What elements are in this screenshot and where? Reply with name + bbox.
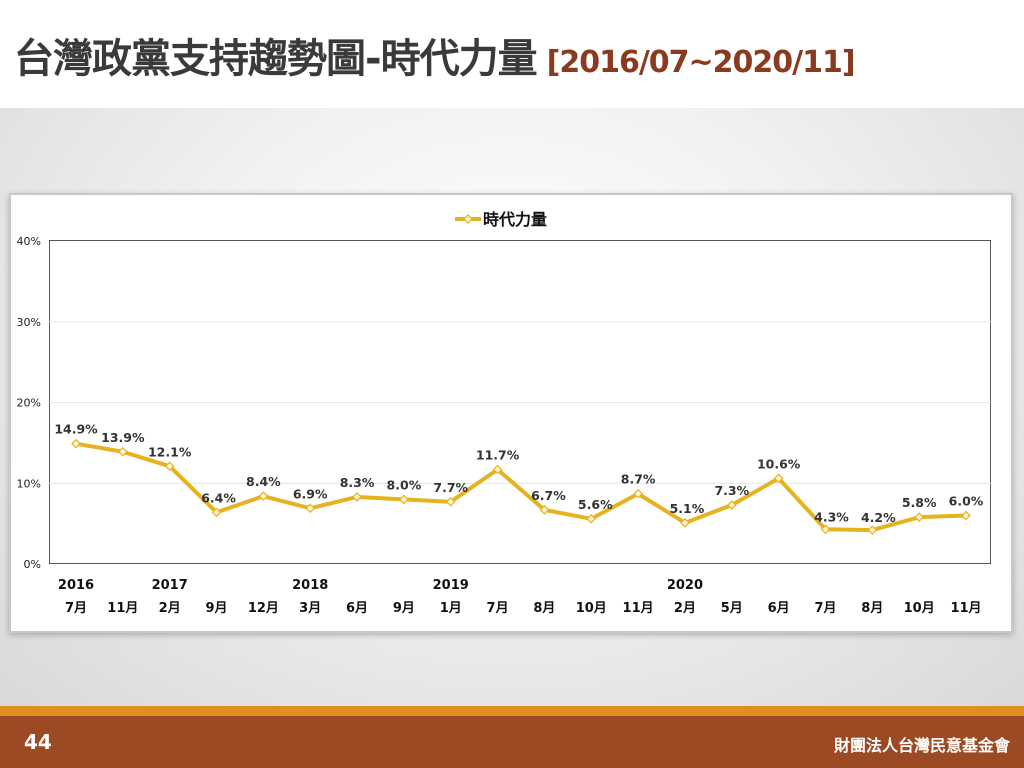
x-month-label: 3月 [299, 601, 321, 616]
data-point [211, 507, 222, 518]
data-point [633, 488, 643, 499]
x-month-label: 1月 [440, 601, 462, 616]
data-label: 8.3% [340, 475, 375, 490]
x-month-label: 12月 [248, 601, 279, 616]
data-label: 10.6% [757, 456, 801, 471]
x-month-label: 11月 [107, 601, 138, 616]
data-point [445, 496, 456, 507]
data-label: 5.1% [670, 501, 705, 516]
x-year-label: 2018 [292, 578, 328, 593]
page-title: 台灣政黨支持趨勢圖-時代力量 [2016/07~2020/11] [14, 26, 856, 84]
x-month-label: 10月 [904, 601, 935, 616]
x-month-label: 7月 [814, 601, 836, 616]
data-label: 13.9% [101, 430, 145, 445]
title-bar: 台灣政黨支持趨勢圖-時代力量 [2016/07~2020/11] [0, 0, 1024, 108]
data-point [117, 446, 128, 457]
data-point [399, 494, 409, 505]
x-month-label: 9月 [206, 601, 228, 616]
data-point [352, 492, 362, 502]
data-label: 5.6% [578, 497, 613, 512]
y-tick-label: 40% [17, 235, 41, 248]
x-month-label: 7月 [65, 601, 87, 616]
data-label: 4.3% [814, 509, 849, 524]
y-tick-label: 10% [17, 477, 41, 490]
x-month-label: 8月 [861, 601, 883, 616]
data-point [539, 505, 550, 515]
data-label: 8.7% [621, 472, 656, 487]
data-point [914, 512, 925, 523]
data-label: 7.7% [433, 480, 468, 495]
footer-bar: 44 財團法人台灣民意基金會 [0, 716, 1024, 768]
x-month-label: 9月 [393, 601, 415, 616]
data-point [820, 524, 831, 535]
data-point [773, 473, 784, 484]
x-year-label: 2017 [152, 578, 188, 593]
x-year-label: 2016 [58, 578, 94, 593]
y-tick-label: 30% [17, 316, 41, 329]
data-label: 8.4% [246, 474, 281, 489]
data-label: 14.9% [54, 422, 98, 437]
data-point [867, 525, 878, 535]
x-month-label: 2月 [674, 601, 696, 616]
series-line [75, 441, 967, 533]
data-point [305, 503, 316, 514]
organization-name: 財團法人台灣民意基金會 [833, 736, 1010, 755]
title-text: 台灣政黨支持趨勢圖-時代力量 [14, 36, 538, 82]
page-number: 44 [24, 730, 52, 754]
data-point [492, 464, 503, 475]
x-month-label: 6月 [346, 601, 368, 616]
data-point [71, 438, 81, 449]
x-year-label: 2019 [433, 578, 469, 593]
data-label: 11.7% [476, 448, 520, 463]
data-label: 4.2% [861, 510, 896, 525]
data-label: 8.0% [387, 477, 422, 492]
y-tick-label: 0% [24, 558, 41, 571]
data-point [258, 491, 269, 502]
legend-swatch-marker [463, 214, 473, 224]
data-label: 6.9% [293, 486, 328, 501]
data-label: 5.8% [902, 495, 937, 510]
data-label: 7.3% [714, 483, 749, 498]
footer-accent-strip [0, 706, 1024, 716]
data-point [680, 517, 690, 528]
data-label: 6.7% [531, 488, 566, 503]
data-label: 6.0% [949, 494, 984, 509]
title-date-range: [2016/07~2020/11] [546, 45, 856, 80]
chart-frame [9, 193, 1013, 633]
data-label: 6.4% [201, 490, 236, 505]
x-month-label: 10月 [576, 601, 607, 616]
x-year-label: 2020 [667, 578, 703, 593]
x-month-label: 8月 [533, 601, 555, 616]
data-label: 12.1% [148, 444, 192, 459]
y-tick-label: 20% [17, 397, 41, 410]
data-point [164, 461, 175, 472]
x-month-label: 2月 [159, 601, 181, 616]
legend-label: 時代力量 [483, 210, 547, 229]
x-month-label: 7月 [487, 601, 509, 616]
data-point [586, 513, 597, 524]
x-month-label: 11月 [623, 601, 654, 616]
data-point [961, 510, 971, 521]
data-point [726, 500, 737, 510]
x-month-label: 5月 [721, 601, 743, 616]
x-month-label: 11月 [950, 601, 981, 616]
x-month-label: 6月 [768, 601, 790, 616]
